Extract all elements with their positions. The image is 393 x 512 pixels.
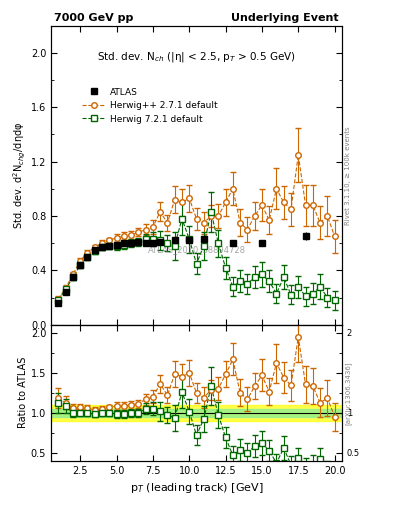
Text: 7000 GeV pp: 7000 GeV pp xyxy=(54,13,133,23)
Bar xyxy=(51,405,342,421)
Text: ATLAS_2010_S8894728: ATLAS_2010_S8894728 xyxy=(147,245,246,254)
Bar xyxy=(51,409,342,417)
Text: Underlying Event: Underlying Event xyxy=(231,13,339,23)
Text: [arXiv:1306.3436]: [arXiv:1306.3436] xyxy=(345,361,352,424)
Y-axis label: Ratio to ATLAS: Ratio to ATLAS xyxy=(18,357,28,429)
Y-axis label: Std. dev. d$^2$N$_{chg}$/dηdφ: Std. dev. d$^2$N$_{chg}$/dηdφ xyxy=(12,121,28,229)
Text: Rivet 3.1.10, ≥ 100k events: Rivet 3.1.10, ≥ 100k events xyxy=(345,126,351,225)
X-axis label: p$_T$ (leading track) [GeV]: p$_T$ (leading track) [GeV] xyxy=(130,481,263,495)
Legend: ATLAS, Herwig++ 2.7.1 default, Herwig 7.2.1 default: ATLAS, Herwig++ 2.7.1 default, Herwig 7.… xyxy=(79,84,221,127)
Text: Std. dev. N$_{ch}$ (|η| < 2.5, p$_T$ > 0.5 GeV): Std. dev. N$_{ch}$ (|η| < 2.5, p$_T$ > 0… xyxy=(97,50,296,63)
